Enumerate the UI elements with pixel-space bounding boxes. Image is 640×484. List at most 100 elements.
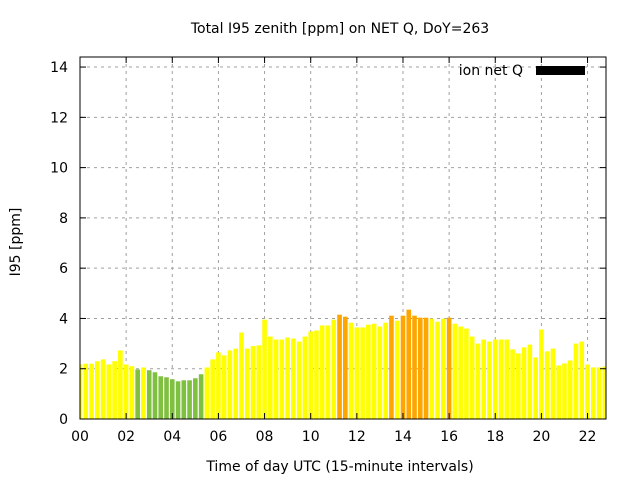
bar [366,324,371,419]
bar [533,357,538,419]
x-tick-label: 04 [163,429,181,445]
legend-label: ion net Q [459,63,523,79]
bar [233,348,239,419]
bar [469,336,475,419]
bar [175,381,181,419]
bar [354,327,360,419]
bar [412,315,417,419]
bar [521,347,527,419]
bar [389,315,394,419]
bar [325,325,331,419]
x-tick-label: 00 [71,429,89,445]
bar [539,329,544,419]
bar [429,318,435,419]
bar [487,341,492,419]
bar [244,348,250,419]
bar [164,377,169,419]
bar [596,367,602,419]
y-axis-label: I95 [ppm] [8,208,24,277]
bar [464,328,469,419]
bar [279,339,285,419]
bar [239,332,244,419]
y-tick-label: 6 [59,261,68,277]
bar [296,341,302,419]
bar [435,321,440,419]
y-tick-label: 8 [59,211,68,227]
bar [319,325,325,419]
bar [152,372,158,419]
bar [585,364,590,419]
bar [331,319,337,419]
chart-title: Total I95 zenith [ppm] on NET Q, DoY=263 [190,21,489,37]
bar [112,361,117,419]
bar [221,355,227,419]
bar [573,343,579,419]
plot-frame [79,56,607,420]
bar [146,370,152,419]
bar [441,318,446,419]
x-tick-label: 14 [394,429,412,445]
bar [371,323,377,419]
x-tick-label: 22 [579,429,597,445]
bar [158,376,164,419]
bar [204,367,210,419]
bar [360,327,365,419]
bar [83,363,89,419]
bars [80,309,606,419]
bar [516,353,521,419]
y-tick-label: 12 [50,110,68,126]
y-tick-label: 10 [50,161,68,177]
bar [348,322,354,419]
x-axis-label: Time of day UTC (15-minute intervals) [205,459,473,475]
bar [216,352,221,419]
bar [198,374,204,419]
bar [123,364,129,419]
bar [193,378,198,419]
y-tick-label: 0 [59,412,68,428]
bar [498,339,504,419]
legend: ion net Q [459,63,585,79]
bar [227,350,233,419]
bar [383,322,388,419]
x-tick-label: 16 [440,429,458,445]
bar [423,317,429,419]
bar [337,314,342,419]
bar [417,317,423,419]
bar [181,380,187,419]
bar [256,345,262,419]
bar [129,366,135,419]
bar [579,341,585,419]
x-tick-label: 10 [302,429,320,445]
bar [510,349,515,419]
bar [343,316,348,419]
bar [80,364,83,419]
bar [377,326,383,419]
bar [446,317,452,419]
bar [567,360,573,419]
bar [210,359,215,419]
bar [291,338,296,419]
y-tick-label: 2 [59,362,68,378]
y-tick-label: 14 [50,60,68,76]
bar [492,339,498,419]
bar [262,319,267,419]
bar [268,336,273,419]
bar [100,359,106,419]
bar [527,344,533,419]
bar [504,339,510,419]
bar [314,330,319,419]
x-tick-label: 02 [117,429,135,445]
bar [544,351,550,419]
y-tick-label: 4 [59,311,68,327]
bar [602,366,606,419]
x-tick-label: 06 [210,429,228,445]
bar [106,364,112,419]
bar [452,323,458,419]
bar [406,309,412,419]
bar [308,331,314,419]
bar [458,326,463,419]
x-tick-label: 12 [348,429,366,445]
bar [556,365,562,419]
